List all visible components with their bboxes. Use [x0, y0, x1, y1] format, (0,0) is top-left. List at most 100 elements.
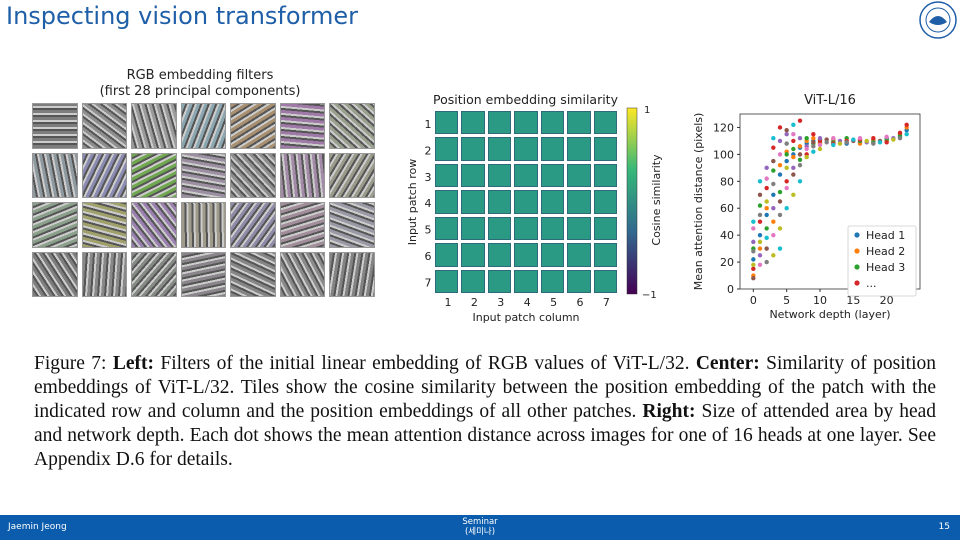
scatter-point — [777, 226, 783, 231]
chart-title: ViT-L/16 — [804, 93, 856, 108]
position-tile — [487, 190, 512, 214]
row-tick-label: 7 — [425, 276, 432, 289]
position-tile — [593, 269, 617, 293]
scatter-point — [791, 192, 796, 197]
position-tile — [461, 269, 485, 293]
position-tile — [487, 137, 512, 161]
scatter-point — [851, 137, 856, 142]
scatter-point — [871, 141, 876, 146]
y-axis-label: Mean attention distance (pixels) — [692, 113, 705, 291]
scatter-point — [771, 232, 776, 238]
scatter-point — [784, 141, 789, 146]
caption-fig-label: Figure 7: — [34, 353, 107, 374]
row-tick-label: 2 — [425, 144, 432, 157]
y-tick-label: 80 — [720, 175, 734, 188]
university-logo — [919, 1, 957, 39]
scatter-point — [764, 185, 769, 191]
position-tile — [487, 269, 512, 293]
position-tile — [567, 111, 591, 135]
y-tick-label: 120 — [713, 121, 734, 134]
scatter-point — [764, 259, 769, 265]
x-axis-label: Network depth (layer) — [769, 308, 890, 321]
row-tick-label: 6 — [425, 250, 432, 263]
position-tile — [540, 216, 565, 241]
scatter-point — [751, 219, 756, 224]
x-tick-label: 20 — [880, 294, 894, 307]
caption-right-label: Right: — [642, 401, 696, 422]
plot-frame — [739, 113, 921, 290]
scatter-point — [771, 206, 776, 211]
filter-tile — [279, 152, 326, 198]
colorbar-label: Cosine similarity — [650, 154, 663, 246]
x-tick-label: 5 — [783, 294, 790, 307]
legend-label: Head 2 — [866, 245, 905, 258]
col-tick-label: 4 — [524, 296, 531, 309]
scatter-point — [831, 136, 836, 141]
scatter-point — [784, 206, 789, 211]
scatter-point — [771, 181, 776, 187]
position-tile — [461, 190, 485, 214]
footer-seminar-line1: Seminar — [462, 517, 498, 527]
legend-label: Head 1 — [866, 229, 905, 242]
caption-center-label: Center: — [695, 353, 760, 374]
position-tile — [593, 243, 617, 267]
filter-tile — [180, 152, 227, 198]
scatter-point — [791, 172, 796, 177]
filter-tile — [329, 202, 375, 248]
scatter-point — [751, 257, 756, 262]
scatter-point — [804, 154, 809, 160]
scatter-point — [751, 266, 756, 272]
scatter-point — [797, 136, 803, 141]
legend-label: Head 3 — [866, 261, 905, 274]
position-tile — [567, 243, 591, 267]
scatter-point — [817, 136, 823, 141]
scatter-point — [757, 239, 763, 245]
scatter-point — [797, 162, 803, 168]
scatter-point — [904, 131, 909, 137]
filter-tile — [329, 103, 375, 149]
position-tile — [461, 137, 485, 161]
scatter-point — [784, 185, 789, 191]
position-tile — [540, 137, 565, 161]
caption-center-text: Similarity of position embeddings of ViT… — [34, 353, 936, 422]
position-tile — [514, 269, 538, 293]
filter-tile — [32, 251, 78, 297]
position-tile — [540, 243, 565, 267]
position-tile — [567, 269, 591, 293]
colorbar-max-label: 1 — [644, 105, 650, 116]
x-tick-label: 10 — [813, 294, 827, 307]
position-tile — [540, 163, 565, 188]
scatter-point — [897, 136, 903, 141]
figure-caption: Figure 7: Left: Filters of the initial l… — [34, 352, 936, 472]
position-tile — [514, 163, 538, 188]
scatter-point — [777, 138, 783, 144]
y-tick-label: 40 — [720, 229, 734, 242]
position-tile — [487, 163, 512, 188]
scatter-point — [877, 140, 883, 145]
scatter-point — [811, 144, 816, 149]
filter-tile — [81, 103, 128, 149]
position-tile — [593, 190, 617, 214]
scatter-point — [804, 136, 809, 141]
scatter-point — [771, 253, 776, 258]
scatter-point — [791, 146, 796, 152]
filter-tile — [180, 103, 227, 149]
position-tile — [487, 111, 512, 135]
scatter-point — [764, 212, 769, 218]
filter-tile — [32, 103, 78, 149]
scatter-point — [791, 154, 796, 160]
y-tick-label: 20 — [720, 256, 734, 269]
position-tile — [514, 216, 538, 241]
position-tile — [514, 137, 538, 161]
scatter-point — [784, 131, 789, 137]
scatter-point — [791, 138, 796, 144]
scatter-point — [884, 134, 889, 140]
position-tile — [593, 111, 617, 135]
filter-tile — [32, 152, 78, 198]
position-tile — [435, 243, 459, 267]
scatter-point — [784, 179, 789, 184]
scatter-point — [777, 246, 783, 251]
legend-marker — [854, 232, 860, 238]
position-tile — [567, 190, 591, 214]
position-tile — [435, 111, 459, 135]
